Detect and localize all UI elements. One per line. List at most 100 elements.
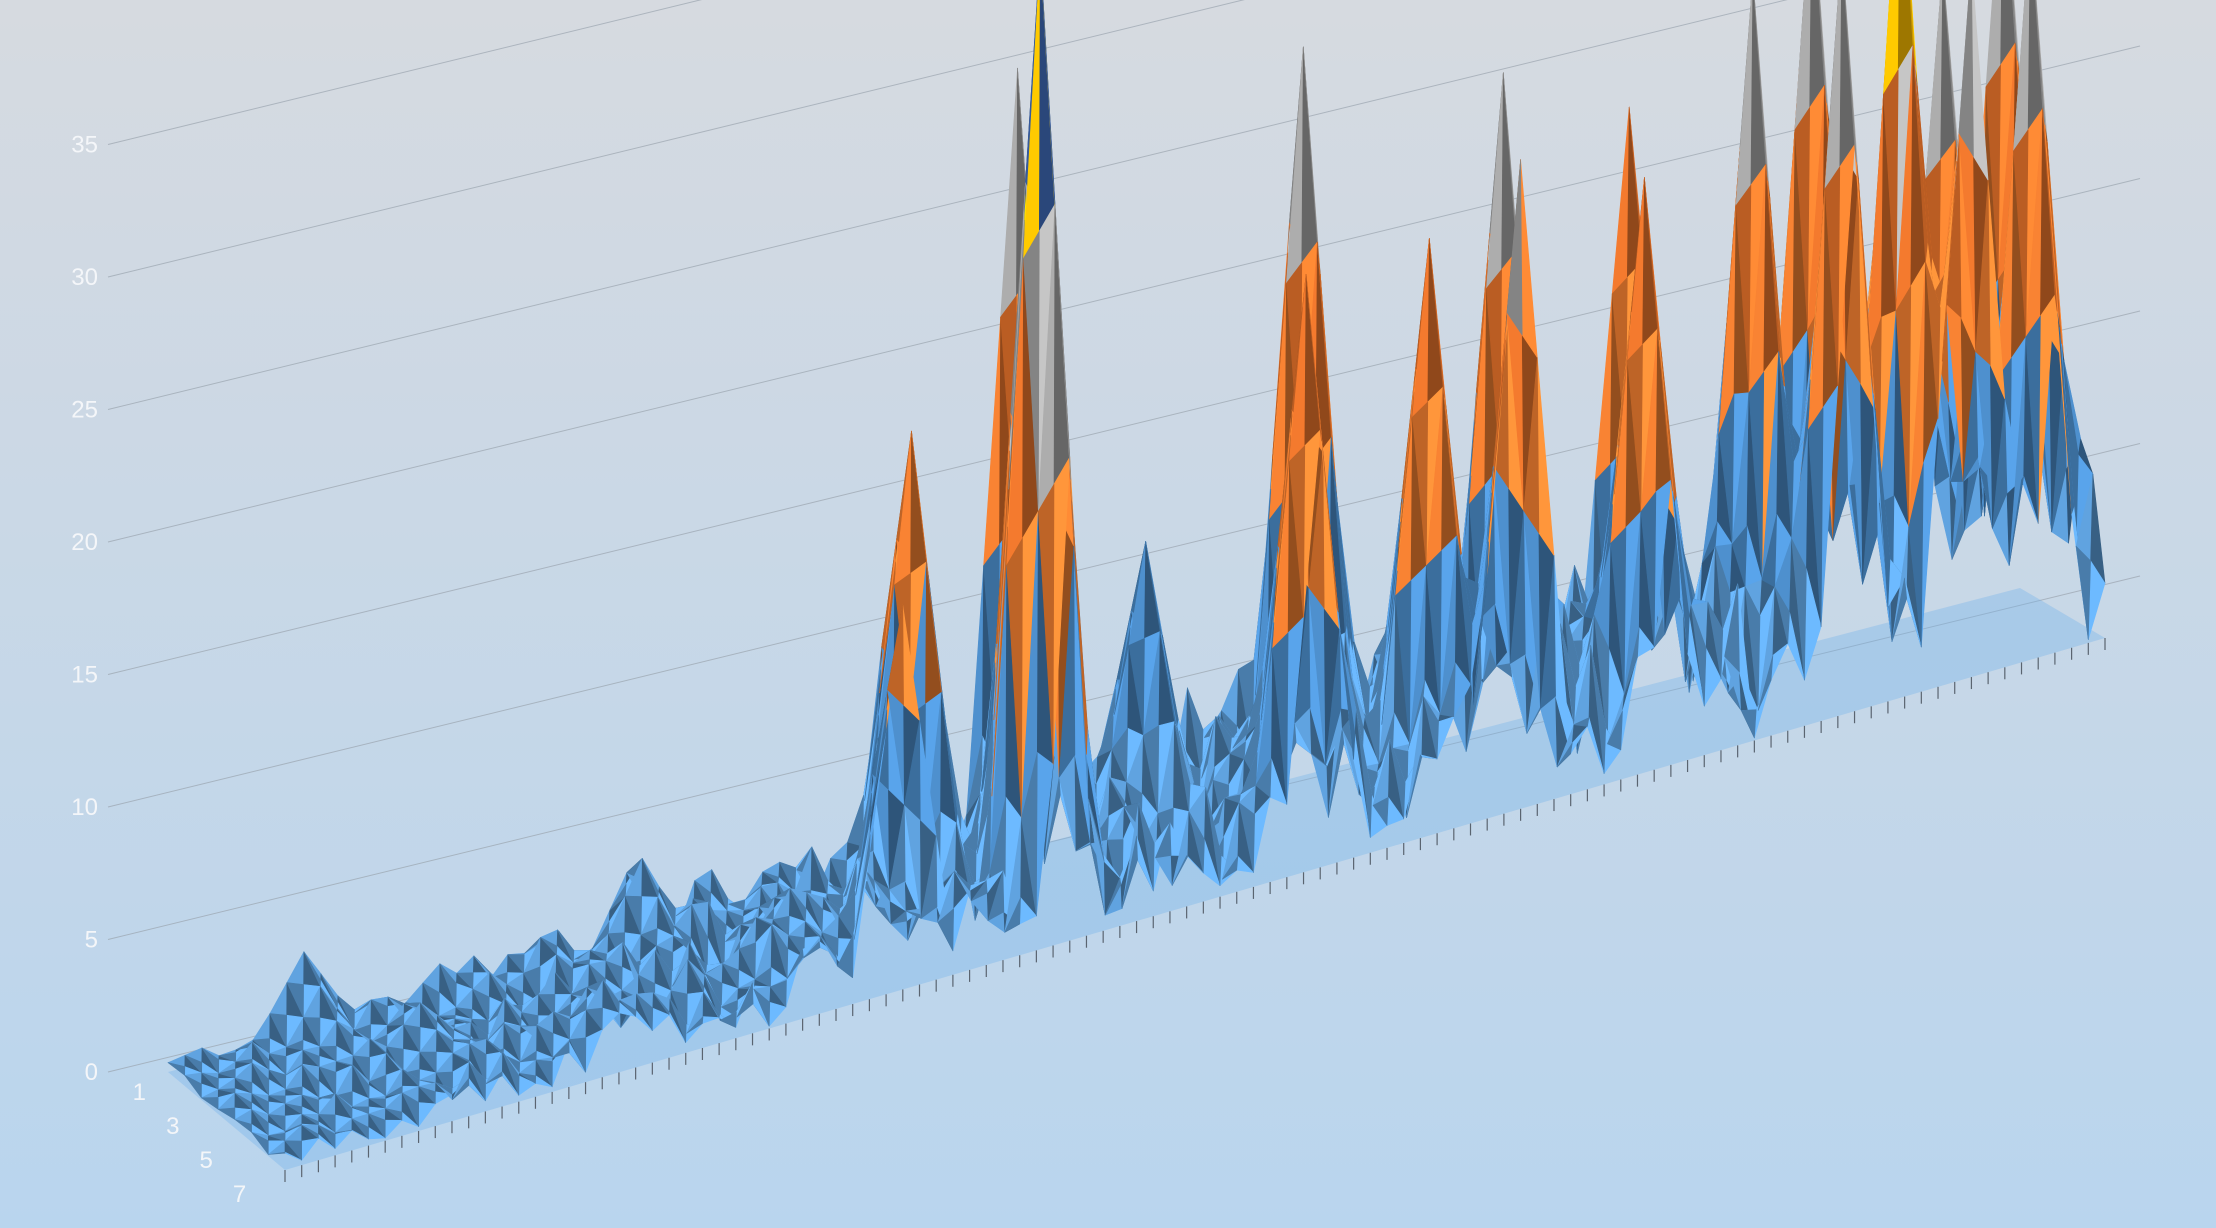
surface-facet [789, 888, 807, 922]
surface-facet [452, 1078, 470, 1100]
surface-facet [941, 692, 958, 824]
surface-facet [201, 1047, 220, 1074]
surface-facet [1409, 679, 1426, 745]
surface-facet [991, 526, 1009, 797]
surface-facet [1021, 752, 1038, 917]
surface-facet [1294, 587, 1311, 724]
surface-facet [285, 1086, 303, 1096]
surface-facet [284, 1103, 303, 1115]
surface-facet [1718, 393, 1735, 545]
surface-facet [268, 1069, 287, 1090]
surface-facet [640, 928, 658, 947]
surface-facet [538, 994, 556, 1017]
surface-facet [336, 1008, 355, 1030]
surface-facet [1523, 357, 1540, 534]
surface-facet [1540, 555, 1556, 710]
surface-facet [436, 1029, 454, 1054]
surface-facet [1038, 483, 1055, 765]
surface-facet [1384, 521, 1401, 677]
surface-facet [1412, 401, 1429, 567]
surface-facet [873, 879, 891, 902]
surface-facet [535, 1059, 553, 1088]
surface-facet [303, 1017, 321, 1047]
surface-facet [754, 967, 772, 988]
surface-facet [352, 1064, 370, 1099]
surface-facet [904, 720, 921, 821]
z-tick-label: 30 [71, 264, 98, 291]
surface-facet [1925, 261, 1941, 419]
surface-facet [1769, 195, 1785, 387]
surface-facet [1593, 614, 1610, 745]
surface-facet [1308, 451, 1325, 609]
surface-facet [420, 1002, 438, 1031]
surface-facet [1754, 0, 1768, 181]
surface-facet [269, 1013, 288, 1048]
surface-facet [1381, 570, 1398, 725]
surface-facet [838, 890, 856, 940]
gridline [107, 0, 1788, 410]
surface-facet [657, 896, 675, 937]
surface-facet [452, 1052, 470, 1063]
surface-facet [602, 979, 620, 1014]
surface-facet [1145, 541, 1162, 635]
surface-facet [993, 450, 1011, 721]
surface-facet [268, 1095, 286, 1104]
surface-facet [1395, 580, 1412, 745]
surface-facet [419, 1051, 437, 1074]
surface-facet [1832, 359, 1849, 542]
surface-facet [318, 1124, 336, 1149]
surface-facet [619, 999, 637, 1017]
surface-facet [605, 960, 623, 991]
surface-facet [1735, 184, 1752, 394]
surface-facet [970, 880, 988, 902]
surface-facet [711, 869, 729, 912]
surface [167, 0, 2106, 1161]
surface-facet [1690, 605, 1707, 707]
surface-facet [1205, 787, 1222, 887]
surface-facet [1423, 695, 1439, 760]
surface-facet [1426, 550, 1442, 715]
surface-facet [823, 897, 841, 917]
surface-facet [811, 846, 829, 895]
surface-facet [708, 901, 726, 974]
surface-facet [1008, 219, 1025, 490]
surface-facet [1004, 897, 1021, 933]
surface-facet [318, 1066, 337, 1097]
surface-facet [1724, 583, 1740, 673]
surface-facet [1556, 742, 1573, 768]
surface-facet [772, 915, 790, 936]
surface-facet [251, 1109, 269, 1136]
surface-facet [1023, 230, 1040, 512]
surface-facet [1305, 273, 1322, 442]
z-tick-label: 15 [71, 662, 98, 689]
surface-facet [1765, 164, 1781, 359]
surface-facet [739, 942, 757, 980]
surface-facet [557, 929, 575, 964]
surface-facet [888, 804, 906, 890]
surface-facet [2025, 315, 2041, 524]
surface-facet [1844, 0, 1857, 163]
surface-facet [589, 950, 607, 962]
surface-facet [688, 941, 706, 977]
surface-facet [1473, 541, 1489, 706]
surface-facet [745, 884, 763, 900]
surface-facet [487, 1021, 505, 1041]
surface-facet [1272, 252, 1289, 460]
z-tick-label: 5 [85, 927, 98, 954]
surface-facet [301, 1094, 320, 1115]
surface-facet [704, 975, 722, 1021]
surface-facet [469, 1043, 487, 1085]
surface-facet [728, 899, 746, 911]
surface-facet [1439, 662, 1456, 718]
surface-facet [201, 1072, 219, 1090]
surface-facet [1731, 525, 1748, 587]
surface-facet [1241, 752, 1258, 793]
surface-facet [1272, 632, 1289, 805]
surface-facet [1570, 600, 1587, 617]
surface-facet [556, 954, 574, 994]
surface-facet [2008, 476, 2024, 566]
surface-facet [1456, 535, 1473, 685]
surface-facet [1627, 344, 1643, 513]
surface-facet [719, 1011, 737, 1028]
surface-facet [1159, 631, 1176, 725]
